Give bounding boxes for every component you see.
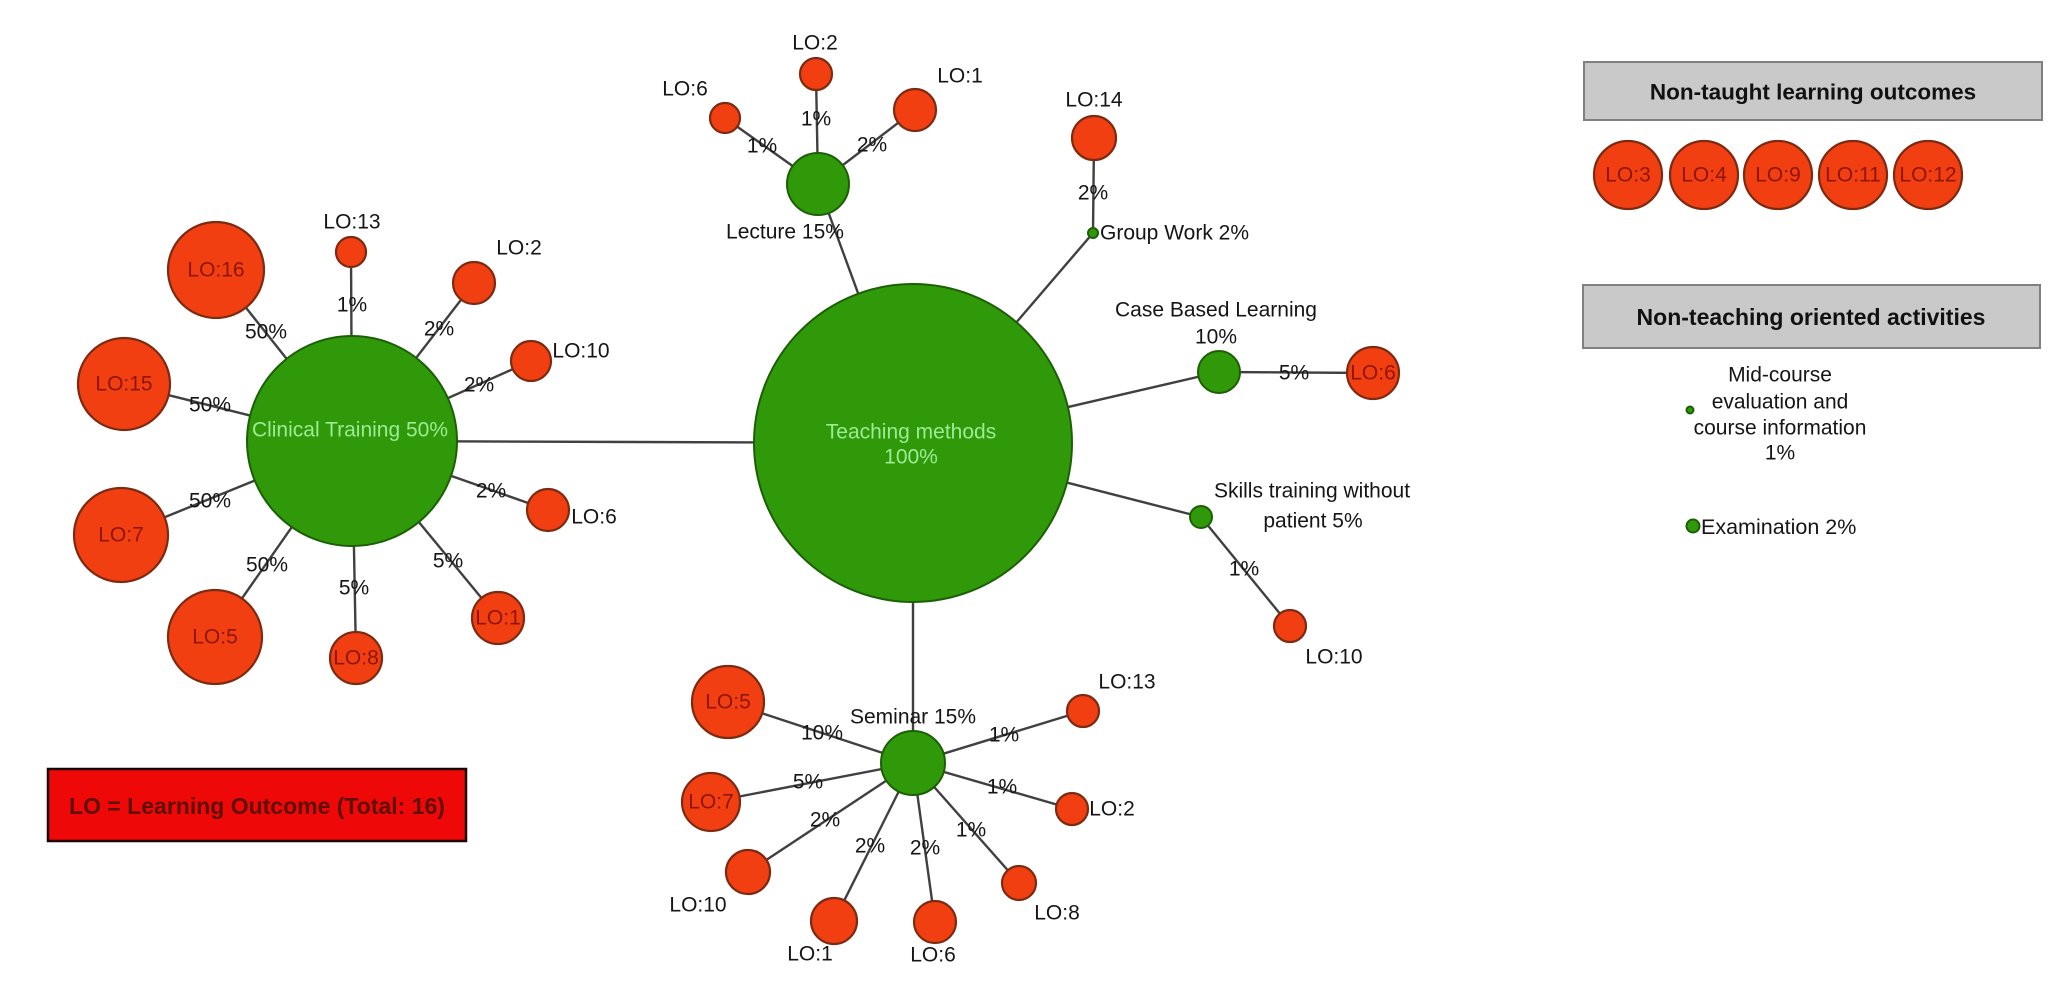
svg-text:LO:1: LO:1 <box>787 943 833 966</box>
svg-text:Non-taught learning outcomes: Non-taught learning outcomes <box>1650 80 1976 105</box>
svg-text:LO:9: LO:9 <box>1755 164 1801 187</box>
svg-text:2%: 2% <box>910 837 940 860</box>
svg-text:LO:8: LO:8 <box>333 647 379 670</box>
svg-text:patient 5%: patient 5% <box>1263 510 1362 533</box>
svg-text:10%: 10% <box>1195 326 1237 349</box>
svg-text:LO:7: LO:7 <box>688 791 734 814</box>
svg-text:1%: 1% <box>1229 558 1259 581</box>
svg-text:1%: 1% <box>747 135 777 158</box>
svg-text:Skills training without: Skills training without <box>1214 480 1410 503</box>
svg-text:LO:3: LO:3 <box>1605 164 1651 187</box>
svg-text:Case Based Learning: Case Based Learning <box>1115 299 1317 322</box>
svg-text:evaluation and: evaluation and <box>1712 391 1849 414</box>
svg-text:1%: 1% <box>989 724 1019 747</box>
svg-text:Group Work 2%: Group Work 2% <box>1100 222 1249 245</box>
svg-text:5%: 5% <box>339 577 369 600</box>
svg-text:2%: 2% <box>476 480 506 503</box>
svg-text:1%: 1% <box>987 776 1017 799</box>
svg-text:Clinical Training 50%: Clinical Training 50% <box>252 419 448 442</box>
svg-text:50%: 50% <box>246 554 288 577</box>
svg-text:Mid-course: Mid-course <box>1728 364 1832 387</box>
svg-text:1%: 1% <box>801 108 831 131</box>
svg-text:LO:6: LO:6 <box>662 78 708 101</box>
svg-text:5%: 5% <box>433 550 463 573</box>
svg-text:LO:6: LO:6 <box>1350 362 1396 385</box>
svg-text:LO:10: LO:10 <box>669 894 726 917</box>
svg-text:LO:2: LO:2 <box>1089 798 1135 821</box>
svg-text:10%: 10% <box>801 722 843 745</box>
svg-text:LO:6: LO:6 <box>571 506 617 529</box>
svg-text:Examination 2%: Examination 2% <box>1701 515 1856 539</box>
svg-text:LO:1: LO:1 <box>475 607 521 630</box>
svg-text:LO:11: LO:11 <box>1825 164 1881 187</box>
svg-text:LO:6: LO:6 <box>910 944 956 967</box>
svg-text:5%: 5% <box>1279 362 1309 385</box>
svg-text:LO:2: LO:2 <box>496 237 542 260</box>
svg-text:LO:10: LO:10 <box>1305 646 1362 669</box>
svg-text:2%: 2% <box>855 835 885 858</box>
svg-text:LO:7: LO:7 <box>98 524 144 547</box>
svg-text:2%: 2% <box>464 374 494 397</box>
svg-text:Non-teaching oriented activiti: Non-teaching oriented activities <box>1637 304 1986 330</box>
svg-text:2%: 2% <box>810 809 840 832</box>
svg-text:LO:10: LO:10 <box>552 340 609 363</box>
svg-text:LO:14: LO:14 <box>1065 89 1123 112</box>
svg-text:Teaching methods: Teaching methods <box>826 421 996 444</box>
svg-text:LO:5: LO:5 <box>705 691 751 714</box>
svg-text:Seminar 15%: Seminar 15% <box>850 706 976 729</box>
svg-text:LO:4: LO:4 <box>1681 164 1727 187</box>
svg-text:LO:15: LO:15 <box>95 373 152 396</box>
svg-text:course information: course information <box>1694 417 1867 440</box>
svg-text:LO:5: LO:5 <box>192 626 238 649</box>
svg-text:1%: 1% <box>337 294 367 317</box>
svg-text:LO:8: LO:8 <box>1034 902 1080 925</box>
svg-text:LO:12: LO:12 <box>1899 164 1956 187</box>
svg-text:LO:13: LO:13 <box>323 211 380 234</box>
svg-text:50%: 50% <box>189 490 231 513</box>
svg-text:50%: 50% <box>245 321 287 344</box>
svg-text:2%: 2% <box>424 318 454 341</box>
svg-text:100%: 100% <box>884 446 938 469</box>
svg-text:2%: 2% <box>857 134 887 157</box>
svg-text:Lecture 15%: Lecture 15% <box>726 221 844 244</box>
svg-text:50%: 50% <box>189 394 231 417</box>
svg-text:LO:1: LO:1 <box>937 65 983 88</box>
svg-text:2%: 2% <box>1078 182 1108 205</box>
svg-text:1%: 1% <box>956 819 986 842</box>
svg-text:LO = Learning Outcome (Total:: LO = Learning Outcome (Total: 16) <box>69 793 445 819</box>
svg-text:LO:16: LO:16 <box>187 259 244 282</box>
svg-text:1%: 1% <box>1765 442 1795 465</box>
svg-text:5%: 5% <box>793 771 823 794</box>
svg-text:LO:2: LO:2 <box>792 32 838 55</box>
svg-text:LO:13: LO:13 <box>1098 671 1155 694</box>
